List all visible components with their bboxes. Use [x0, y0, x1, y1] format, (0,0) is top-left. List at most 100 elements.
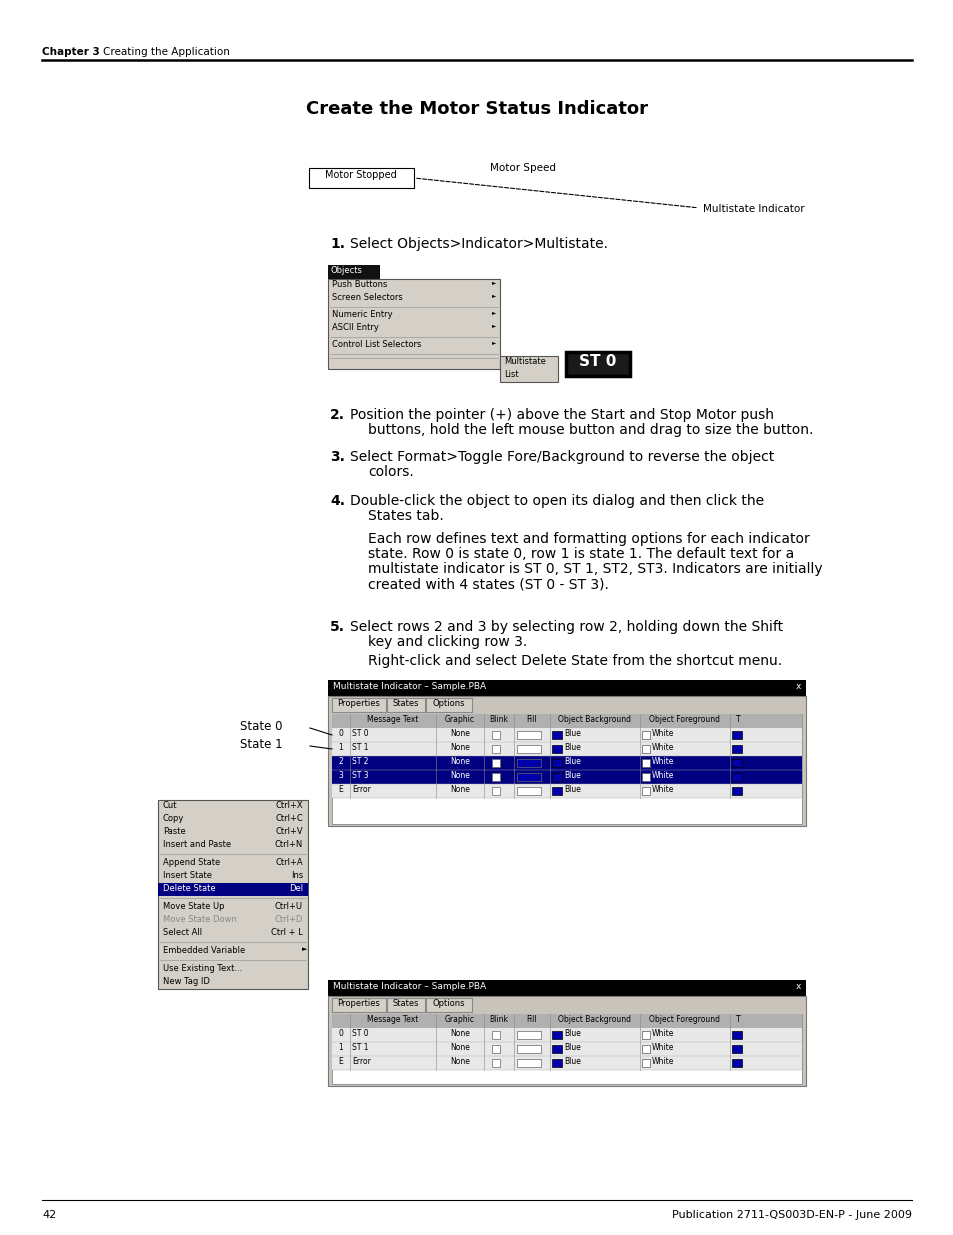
Text: multistate indicator is ST 0, ST 1, ST2, ST3. Indicators are initially: multistate indicator is ST 0, ST 1, ST2,… [368, 562, 821, 576]
Bar [492, 1045, 499, 1053]
Text: Ctrl+N: Ctrl+N [274, 840, 303, 848]
Text: None: None [450, 1044, 470, 1052]
Text: Control List Selectors: Control List Selectors [332, 340, 421, 350]
Bar [499, 356, 558, 382]
Bar [328, 697, 805, 826]
Text: Select rows 2 and 3 by selecting row 2, holding down the Shift: Select rows 2 and 3 by selecting row 2, … [350, 620, 782, 634]
Text: 3: 3 [338, 771, 343, 781]
Text: Blue: Blue [563, 1044, 580, 1052]
Bar [517, 1031, 540, 1039]
Text: Use Existing Text...: Use Existing Text... [163, 965, 242, 973]
Text: ST 2: ST 2 [352, 757, 368, 766]
Bar [517, 745, 540, 753]
Text: Creating the Application: Creating the Application [90, 47, 230, 57]
Bar [552, 1031, 561, 1039]
Text: ►: ► [492, 310, 496, 315]
Text: Graphic: Graphic [444, 1015, 475, 1024]
Text: Motor Speed: Motor Speed [490, 163, 556, 173]
Text: created with 4 states (ST 0 - ST 3).: created with 4 states (ST 0 - ST 3). [368, 577, 608, 592]
Text: buttons, hold the left mouse button and drag to size the button.: buttons, hold the left mouse button and … [368, 424, 813, 437]
Text: 1: 1 [338, 743, 343, 752]
Text: Create the Motor Status Indicator: Create the Motor Status Indicator [306, 100, 647, 119]
Bar [731, 773, 741, 781]
Bar [492, 760, 499, 767]
Bar [641, 773, 649, 781]
Bar [328, 266, 379, 279]
Text: State 1: State 1 [240, 739, 282, 751]
Text: Move State Up: Move State Up [163, 902, 224, 911]
Text: E: E [338, 1057, 343, 1066]
Text: 0: 0 [338, 729, 343, 739]
Text: Del: Del [289, 884, 303, 893]
Text: Double-click the object to open its dialog and then click the: Double-click the object to open its dial… [350, 494, 763, 508]
Text: Object Foreground: Object Foreground [649, 1015, 720, 1024]
Text: Multistate Indicator – Sample.PBA: Multistate Indicator – Sample.PBA [333, 682, 486, 692]
Text: State 0: State 0 [240, 720, 282, 734]
Bar [552, 1045, 561, 1053]
Bar [158, 883, 308, 897]
Bar [552, 760, 561, 767]
Text: ►: ► [302, 946, 307, 952]
Text: None: None [450, 743, 470, 752]
Bar [492, 773, 499, 781]
Bar [641, 1058, 649, 1067]
Text: Paste: Paste [163, 827, 186, 836]
Text: White: White [651, 1029, 674, 1037]
Bar [426, 998, 472, 1011]
Bar [332, 1056, 801, 1070]
Text: Message Text: Message Text [367, 715, 418, 724]
Text: Object Foreground: Object Foreground [649, 715, 720, 724]
Bar [552, 731, 561, 739]
Text: 5.: 5. [330, 620, 345, 634]
Text: White: White [651, 729, 674, 739]
Bar [731, 1058, 741, 1067]
Text: Ctrl + L: Ctrl + L [271, 927, 303, 937]
Text: Ctrl+U: Ctrl+U [274, 902, 303, 911]
Bar [517, 787, 540, 795]
Text: E: E [338, 785, 343, 794]
Text: Blue: Blue [563, 785, 580, 794]
Text: Each row defines text and formatting options for each indicator: Each row defines text and formatting opt… [368, 532, 809, 546]
Bar [552, 1058, 561, 1067]
Text: Fill: Fill [526, 1015, 537, 1024]
Bar [332, 1014, 801, 1084]
Bar [492, 1058, 499, 1067]
Text: Push Buttons: Push Buttons [332, 280, 387, 289]
Text: Ctrl+A: Ctrl+A [275, 858, 303, 867]
Text: Options: Options [433, 699, 465, 708]
Text: ►: ► [492, 340, 496, 345]
Bar [731, 745, 741, 753]
Text: ST 1: ST 1 [352, 743, 368, 752]
Text: ST 0: ST 0 [578, 354, 616, 369]
Text: state. Row 0 is state 0, row 1 is state 1. The default text for a: state. Row 0 is state 0, row 1 is state … [368, 547, 794, 561]
Text: None: None [450, 1029, 470, 1037]
Text: x: x [795, 982, 801, 990]
Text: Insert State: Insert State [163, 871, 212, 881]
Text: Blue: Blue [563, 1057, 580, 1066]
Bar [641, 787, 649, 795]
Bar [158, 800, 308, 989]
Text: White: White [651, 1057, 674, 1066]
Text: key and clicking row 3.: key and clicking row 3. [368, 635, 527, 650]
Text: 2: 2 [338, 757, 343, 766]
Text: ASCII Entry: ASCII Entry [332, 324, 378, 332]
Text: Options: Options [433, 999, 465, 1008]
Text: Ctrl+D: Ctrl+D [274, 915, 303, 924]
Text: States tab.: States tab. [368, 509, 443, 522]
Text: Multistate Indicator – Sample.PBA: Multistate Indicator – Sample.PBA [333, 982, 486, 990]
Text: White: White [651, 771, 674, 781]
Text: Screen Selectors: Screen Selectors [332, 293, 402, 303]
Text: Chapter 3: Chapter 3 [42, 47, 100, 57]
Text: 3.: 3. [330, 450, 345, 464]
Text: 0: 0 [338, 1029, 343, 1037]
Text: 1: 1 [338, 1044, 343, 1052]
Text: Cut: Cut [163, 802, 177, 810]
Text: Objects: Objects [331, 266, 362, 275]
Bar [332, 784, 801, 798]
Bar [641, 1031, 649, 1039]
Text: Error: Error [352, 1057, 371, 1066]
Bar [309, 168, 414, 188]
Text: Message Text: Message Text [367, 1015, 418, 1024]
Bar [552, 787, 561, 795]
Bar [552, 745, 561, 753]
